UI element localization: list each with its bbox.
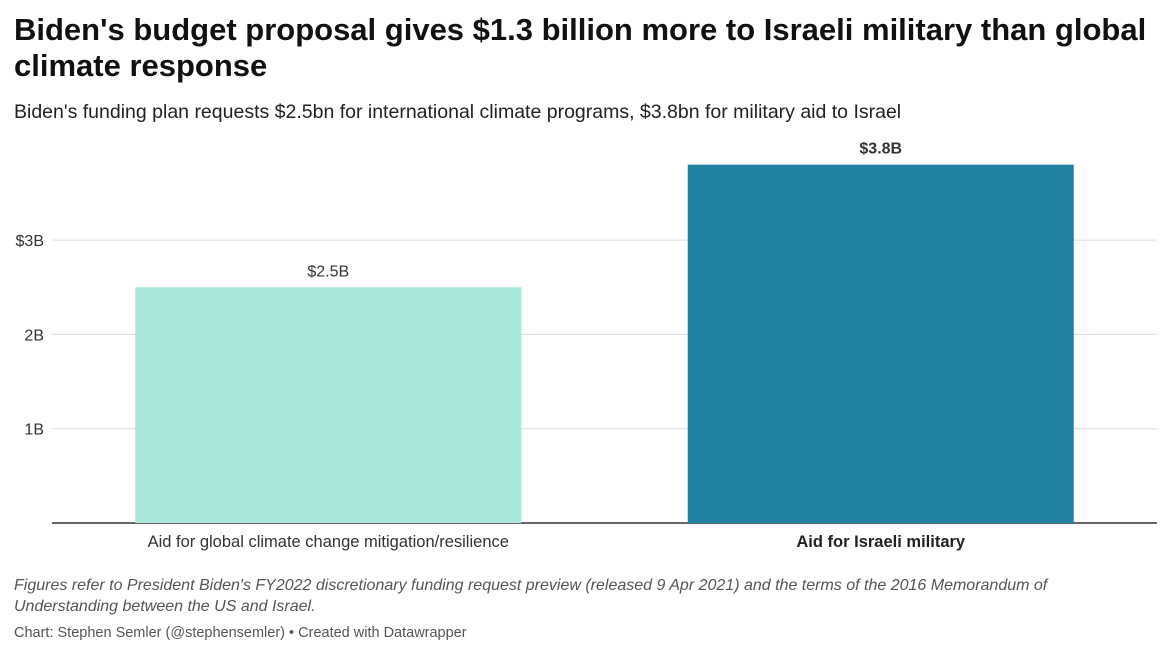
y-tick-label: 2B [24,327,44,344]
x-tick-label: Aid for global climate change mitigation… [148,533,509,551]
chart-subtitle: Biden's funding plan requests $2.5bn for… [14,101,902,123]
data-label: $3.8B [859,141,902,158]
chart-notes: Figures refer to President Biden's FY202… [14,577,1048,615]
chart-credit: Chart: Stephen Semler (@stephensemler) •… [14,625,467,641]
labels: 1B 2B $3B $2.5B Aid for global climate chang… [16,141,966,551]
x-tick-label: Aid for Israeli military [796,533,966,551]
bar [135,287,522,523]
chart-title: Biden's budget proposal gives $1.3 billi… [14,12,1147,83]
bars [135,164,1074,523]
bar-chart: 1B 2B $3B $2.5B Aid for global climate chang… [16,141,1157,551]
y-tick-label: 1B [24,422,44,439]
y-tick-label: $3B [16,233,44,250]
data-label: $2.5B [307,263,349,280]
bar [687,164,1074,523]
